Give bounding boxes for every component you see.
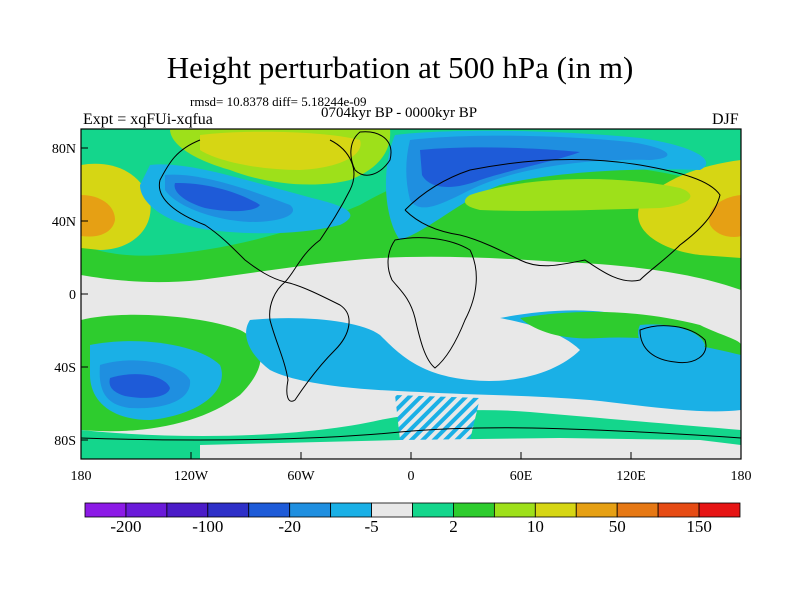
- x-tick-labels: 180 120W 60W 0 60E 120E 180: [71, 469, 752, 484]
- colorbar: [84, 502, 741, 518]
- y-tick-label: 80S: [54, 434, 76, 449]
- colorbar-swatch: [657, 502, 700, 518]
- x-tick-label: 120E: [616, 469, 646, 484]
- south-america-coast: [269, 281, 350, 402]
- colorbar-label: 50: [608, 517, 626, 536]
- x-tick-label: 60E: [510, 469, 533, 484]
- australia-coast: [639, 325, 707, 364]
- antarctic-gray: [200, 438, 741, 459]
- colorbar-swatch: [330, 502, 372, 518]
- x-tick-label: 0: [408, 469, 415, 484]
- sp-core: [109, 374, 170, 398]
- colorbar-swatch: [493, 502, 536, 518]
- colorbar-swatch: [166, 502, 209, 518]
- x-tick-label: 180: [731, 469, 752, 484]
- antarctica-coast: [81, 427, 741, 441]
- colorbar-label: 10: [526, 517, 544, 536]
- axis-ticks: [80, 147, 742, 459]
- sh-green-belt: [520, 311, 741, 355]
- colorbar-swatch: [412, 502, 454, 518]
- map-plot-area: [81, 129, 741, 459]
- pacific-east-core: [709, 195, 741, 237]
- colorbar-swatch: [84, 502, 127, 518]
- season-label: DJF: [712, 111, 739, 128]
- eurasia-low-core: [420, 147, 580, 187]
- coastlines: [81, 131, 741, 441]
- eurasia-yellow-band: [464, 178, 691, 211]
- y-tick-labels: 80N 40N 0 40S 80S: [52, 142, 76, 449]
- australia-cyan: [638, 324, 705, 359]
- colorbar-swatch: [248, 502, 291, 518]
- colorbar-swatch: [371, 502, 413, 518]
- north-america-coast: [158, 139, 355, 283]
- y-tick-label: 0: [69, 288, 76, 303]
- rmsd-label: rmsd= 10.8378 diff= 5.18244e-09: [190, 94, 367, 109]
- na-low-core: [174, 182, 260, 212]
- x-tick-label: 180: [71, 469, 92, 484]
- colorbar-swatch: [207, 502, 250, 518]
- period-label: 0704kyr BP - 0000kyr BP: [321, 105, 478, 121]
- colorbar-label: 2: [449, 517, 458, 536]
- experiment-label: Expt = xqFUi-xqfua: [83, 111, 213, 128]
- antarctic-hatch: [395, 395, 480, 440]
- colorbar-swatch: [289, 502, 332, 518]
- colorbar-swatch: [616, 502, 659, 518]
- eurasia-coast: [404, 159, 721, 282]
- colorbar-label: -200: [110, 517, 142, 536]
- africa-coast: [387, 237, 477, 369]
- colorbar-label: -20: [278, 517, 302, 536]
- colorbar-swatch: [534, 502, 577, 518]
- pacific-east-high: [638, 160, 741, 258]
- colorbar-swatch: [575, 502, 618, 518]
- colorbar-swatch: [698, 502, 741, 518]
- colorbar-label: -100: [192, 517, 224, 536]
- pacific-west-core: [81, 195, 115, 237]
- greenland-coast: [350, 131, 392, 176]
- map-title: Height perturbation at 500 hPa (in m): [166, 50, 634, 85]
- y-tick-label: 40S: [54, 361, 76, 376]
- colorbar-swatch: [453, 502, 495, 518]
- x-tick-label: 60W: [287, 469, 315, 484]
- colorbar-label: 150: [686, 517, 712, 536]
- y-tick-label: 80N: [52, 142, 76, 157]
- arctic-core: [200, 131, 361, 170]
- colorbar-label: -5: [364, 517, 379, 536]
- colorbar-swatch: [125, 502, 168, 518]
- y-tick-label: 40N: [52, 215, 76, 230]
- x-tick-label: 120W: [174, 469, 209, 484]
